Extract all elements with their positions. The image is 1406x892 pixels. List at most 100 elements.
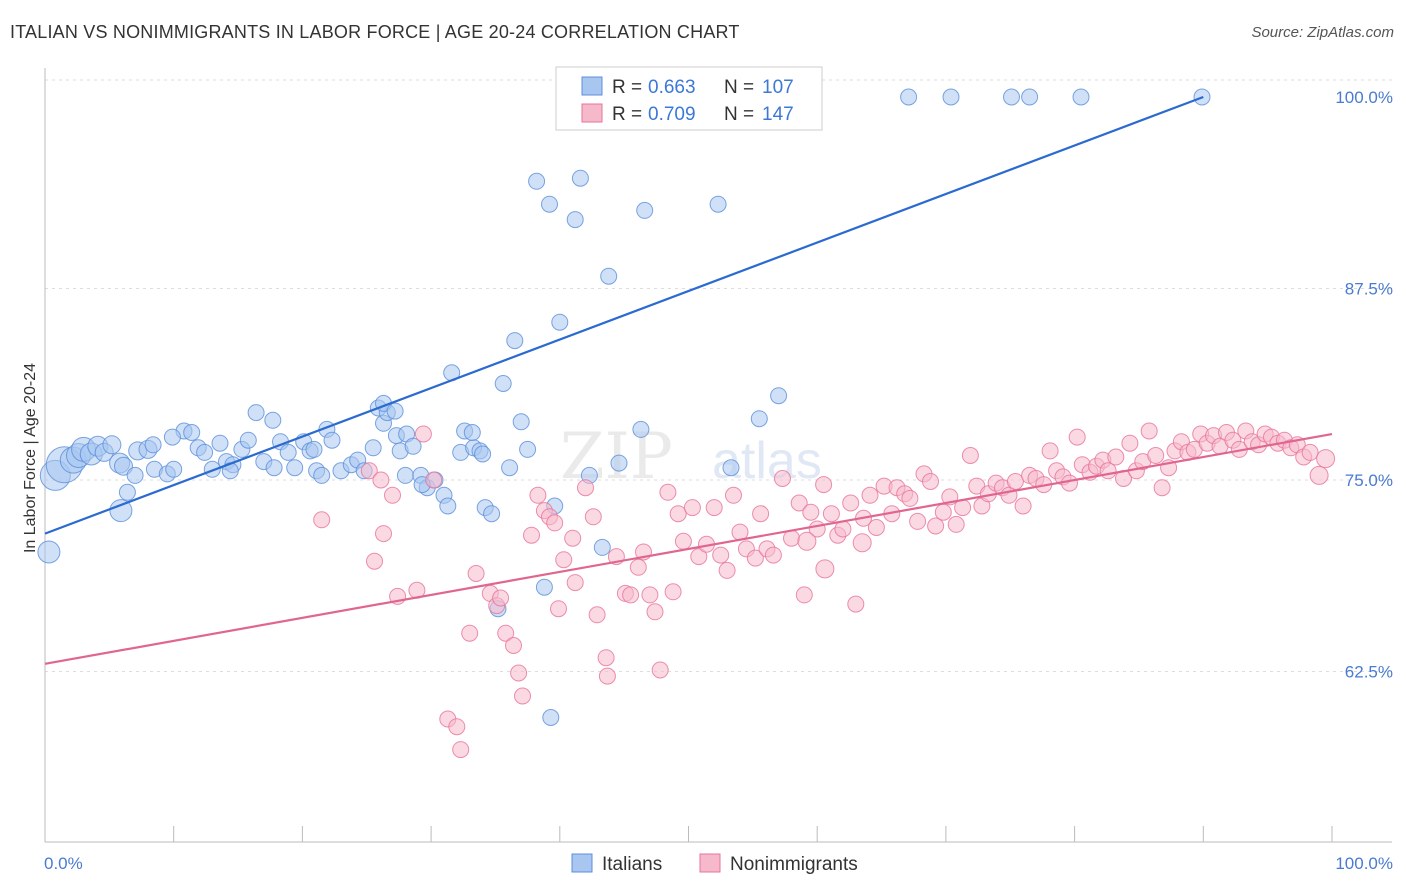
nonimmigrants-point: [705, 499, 723, 517]
nonimmigrants-point: [669, 505, 687, 523]
nonimmigrants-point: [1309, 465, 1329, 485]
nonimmigrants-point: [375, 525, 392, 543]
nonimmigrants-point: [360, 462, 378, 480]
y-axis-title: In Labor Force | Age 20-24: [22, 363, 39, 553]
nonimmigrants-point: [1061, 474, 1078, 492]
nonimmigrants-point: [797, 531, 817, 551]
nonimmigrants-point: [646, 603, 664, 621]
italians-point: [463, 424, 481, 441]
nonimmigrants-point: [467, 565, 485, 582]
nonimmigrants-point: [384, 486, 401, 504]
nonimmigrants-point: [1147, 447, 1165, 464]
nonimmigrants-point: [651, 661, 669, 679]
italians-point: [722, 459, 740, 477]
nonimmigrants-point: [815, 559, 835, 579]
grid-lines: [45, 79, 1392, 672]
legend-n-value-nonimmigrants: 147: [762, 104, 794, 125]
legend-r-value-nonimmigrants: 0.709: [648, 104, 696, 125]
nonimmigrants-point: [1301, 443, 1319, 461]
nonimmigrants-point: [597, 649, 615, 667]
italians-trend-line: [44, 95, 1204, 535]
nonimmigrants-point: [425, 471, 443, 489]
nonimmigrants-point: [802, 503, 820, 521]
nonimmigrants-point: [366, 552, 383, 570]
nonimmigrants-point: [555, 551, 573, 569]
nonimmigrants-point: [514, 687, 531, 705]
italians-point: [286, 459, 304, 477]
nonimmigrants-point: [598, 667, 616, 685]
italians-point: [632, 420, 650, 438]
nonimmigrants-point: [847, 595, 865, 613]
italians-point: [600, 267, 618, 285]
bottom-legend-swatch-italians: [571, 853, 593, 873]
italians-point: [1003, 88, 1020, 106]
italians-point: [386, 402, 404, 420]
italians-point: [551, 313, 569, 331]
nonimmigrants-point: [505, 637, 522, 654]
nonimmigrants-point: [461, 624, 479, 642]
nonimmigrants-point: [641, 586, 659, 604]
nonimmigrants-point: [448, 718, 466, 736]
italians-point: [494, 375, 512, 392]
nonimmigrants-point: [1041, 442, 1059, 460]
legend-r-label-nonimmigrants: R =: [612, 104, 642, 125]
nonimmigrants-point: [313, 511, 331, 529]
italians-point: [593, 538, 611, 556]
nonimmigrants-point: [752, 505, 770, 523]
nonimmigrants-point: [564, 529, 582, 547]
y-tick-label-2: 87.5%: [1345, 280, 1393, 299]
bottom-legend-italians: Italians: [602, 854, 662, 875]
nonimmigrants-point: [690, 548, 708, 566]
italians-point: [528, 172, 546, 190]
legend: R = 0.663 N = 107 R = 0.709 N = 147: [555, 66, 823, 131]
nonimmigrants-point: [718, 561, 736, 579]
italians-point: [313, 466, 331, 484]
nonimmigrants-point: [1107, 448, 1125, 466]
nonimmigrants-point: [842, 494, 860, 512]
italians-point: [305, 440, 323, 458]
legend-r-value-italians: 0.663: [648, 77, 696, 98]
x-tick-labels: 0.0% 100.0%: [44, 854, 1393, 873]
nonimmigrants-point: [1316, 449, 1336, 469]
nonimmigrants-point: [546, 514, 564, 532]
italians-point: [239, 431, 257, 449]
nonimmigrants-point: [947, 515, 965, 533]
nonimmigrants-point: [815, 476, 833, 494]
nonimmigrants-point: [664, 583, 682, 601]
legend-swatch-italians: [581, 76, 603, 96]
italians-point: [1021, 88, 1039, 106]
nonimmigrants-point: [372, 471, 390, 489]
italians-point: [1072, 88, 1090, 106]
legend-n-value-italians: 107: [762, 77, 794, 98]
nonimmigrants-point: [1153, 479, 1171, 497]
italians-point: [396, 466, 414, 484]
axes: [44, 68, 1392, 843]
x-tick-label-min: 0.0%: [44, 854, 83, 873]
legend-r-label-italians: R =: [612, 77, 642, 98]
nonimmigrants-point: [712, 546, 730, 564]
italians-point: [610, 454, 628, 472]
italians-point: [203, 460, 221, 478]
chart-title: ITALIAN VS NONIMMIGRANTS IN LABOR FORCE …: [10, 22, 740, 42]
italians-point: [323, 431, 341, 449]
italians-point: [439, 497, 457, 515]
italians-point: [247, 404, 265, 422]
legend-n-label-italians: N =: [724, 77, 754, 98]
nonimmigrants-point: [577, 479, 594, 497]
nonimmigrants-point: [584, 508, 602, 526]
legend-n-label-nonimmigrants: N =: [724, 104, 754, 125]
nonimmigrants-point: [566, 574, 584, 592]
nonimmigrants-point: [683, 499, 701, 517]
bottom-legend-swatch-nonimmigrants: [699, 853, 721, 873]
italians-point: [37, 540, 61, 564]
bottom-legend-nonimmigrants: Nonimmigrants: [730, 854, 858, 875]
italians-point: [900, 88, 918, 106]
nonimmigrants-point: [622, 586, 640, 604]
nonimmigrants-point: [497, 624, 515, 642]
trend-lines: [44, 95, 1333, 665]
italians-point: [636, 201, 654, 219]
nonimmigrants-point: [901, 489, 919, 507]
italians-point: [109, 499, 133, 523]
italians-point: [483, 505, 501, 523]
bottom-legend: Italians Nonimmigrants: [571, 853, 858, 875]
